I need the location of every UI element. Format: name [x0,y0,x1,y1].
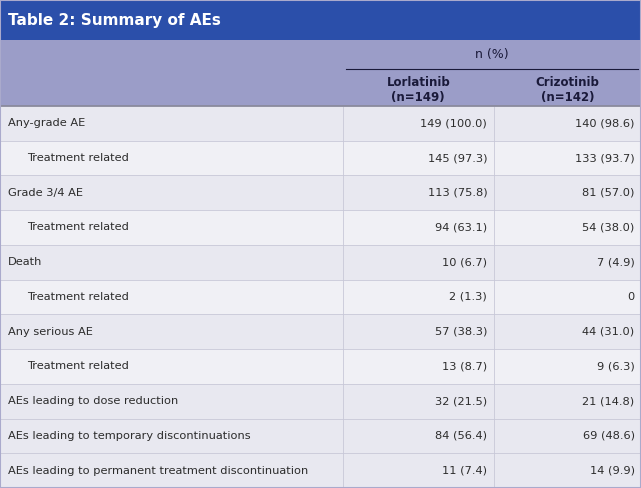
FancyBboxPatch shape [0,384,641,419]
Text: 113 (75.8): 113 (75.8) [428,188,487,198]
Text: 7 (4.9): 7 (4.9) [597,257,635,267]
Text: AEs leading to temporary discontinuations: AEs leading to temporary discontinuation… [8,431,251,441]
Text: AEs leading to dose reduction: AEs leading to dose reduction [8,396,178,406]
Text: 133 (93.7): 133 (93.7) [575,153,635,163]
Text: 140 (98.6): 140 (98.6) [575,118,635,128]
FancyBboxPatch shape [0,419,641,453]
FancyBboxPatch shape [0,175,641,210]
FancyBboxPatch shape [0,314,641,349]
Text: AEs leading to permanent treatment discontinuation: AEs leading to permanent treatment disco… [8,466,308,476]
Text: Any-grade AE: Any-grade AE [8,118,85,128]
Text: 21 (14.8): 21 (14.8) [583,396,635,406]
FancyBboxPatch shape [0,349,641,384]
Text: 81 (57.0): 81 (57.0) [582,188,635,198]
Text: Treatment related: Treatment related [27,292,129,302]
Text: Treatment related: Treatment related [27,153,129,163]
FancyBboxPatch shape [0,210,641,245]
Text: Lorlatinib
(n=149): Lorlatinib (n=149) [387,76,450,104]
Text: 69 (48.6): 69 (48.6) [583,431,635,441]
Text: 0: 0 [628,292,635,302]
Text: 2 (1.3): 2 (1.3) [449,292,487,302]
Text: Treatment related: Treatment related [27,223,129,232]
Text: Grade 3/4 AE: Grade 3/4 AE [8,188,83,198]
Text: Death: Death [8,257,42,267]
FancyBboxPatch shape [0,245,641,280]
Text: 44 (31.0): 44 (31.0) [583,326,635,337]
FancyBboxPatch shape [0,40,641,106]
FancyBboxPatch shape [0,106,641,141]
Text: Treatment related: Treatment related [27,362,129,371]
Text: 145 (97.3): 145 (97.3) [428,153,487,163]
Text: n (%): n (%) [475,48,509,61]
Text: 84 (56.4): 84 (56.4) [435,431,487,441]
Text: Table 2: Summary of AEs: Table 2: Summary of AEs [8,13,221,27]
Text: 94 (63.1): 94 (63.1) [435,223,487,232]
Text: 10 (6.7): 10 (6.7) [442,257,487,267]
Text: 32 (21.5): 32 (21.5) [435,396,487,406]
Text: 14 (9.9): 14 (9.9) [590,466,635,476]
FancyBboxPatch shape [0,0,641,40]
Text: 13 (8.7): 13 (8.7) [442,362,487,371]
Text: 9 (6.3): 9 (6.3) [597,362,635,371]
Text: 149 (100.0): 149 (100.0) [420,118,487,128]
FancyBboxPatch shape [0,280,641,314]
Text: 57 (38.3): 57 (38.3) [435,326,487,337]
Text: Any serious AE: Any serious AE [8,326,92,337]
Text: 11 (7.4): 11 (7.4) [442,466,487,476]
FancyBboxPatch shape [0,141,641,175]
FancyBboxPatch shape [0,453,641,488]
Text: Crizotinib
(n=142): Crizotinib (n=142) [535,76,599,104]
Text: 54 (38.0): 54 (38.0) [582,223,635,232]
